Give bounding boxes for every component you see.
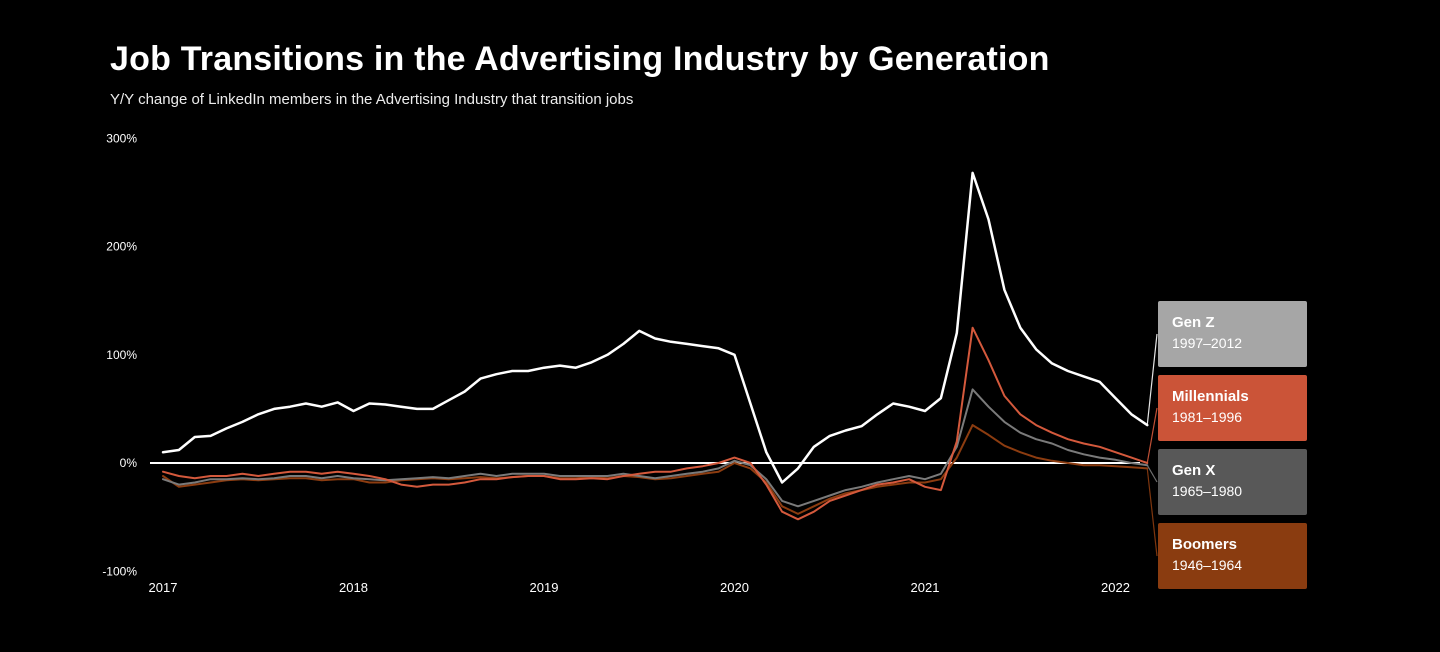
legend-years: 1997–2012 — [1172, 334, 1243, 351]
legend-item-millennials: Millennials 1981–1996 — [1158, 375, 1307, 441]
legend-connector-boomers — [1146, 468, 1158, 557]
legend-years: 1965–1980 — [1172, 482, 1243, 499]
legend: Gen Z 1997–2012 Millennials 1981–1996 Ge… — [1158, 301, 1307, 597]
legend-item-gen-x: Gen X 1965–1980 — [1158, 449, 1307, 515]
y-tick-label: 200% — [106, 240, 137, 254]
y-tick-label: 0% — [120, 456, 138, 470]
legend-label: Boomers — [1172, 536, 1238, 553]
series-line-millennials — [162, 326, 1149, 521]
legend-label: Millennials — [1172, 388, 1249, 405]
legend-years: 1981–1996 — [1172, 408, 1243, 425]
page-title: Job Transitions in the Advertising Indus… — [110, 40, 1050, 78]
legend-item-gen-z: Gen Z 1997–2012 — [1158, 301, 1307, 367]
legend-connector-gen-x — [1146, 464, 1158, 483]
legend-label: Gen Z — [1172, 314, 1215, 331]
page-subtitle: Y/Y change of LinkedIn members in the Ad… — [110, 91, 634, 108]
legend-item-boomers: Boomers 1946–1964 — [1158, 523, 1307, 589]
series-line-gen-z — [161, 171, 1149, 484]
legend-connector-gen-z — [1146, 333, 1158, 426]
legend-label: Gen X — [1172, 462, 1216, 479]
y-tick-label: 300% — [106, 131, 137, 145]
legend-years: 1946–1964 — [1172, 556, 1243, 573]
x-tick-label: 2018 — [339, 580, 368, 595]
series-line-gen-x — [162, 388, 1149, 508]
series-line-boomers — [162, 424, 1149, 515]
y-tick-label: -100% — [102, 564, 137, 578]
legend-connector-millennials — [1146, 407, 1158, 464]
x-tick-label: 2017 — [149, 580, 178, 595]
x-tick-label: 2022 — [1101, 580, 1130, 595]
y-tick-label: 100% — [106, 348, 137, 362]
x-tick-label: 2021 — [911, 580, 940, 595]
x-tick-label: 2020 — [720, 580, 749, 595]
x-tick-label: 2019 — [530, 580, 559, 595]
